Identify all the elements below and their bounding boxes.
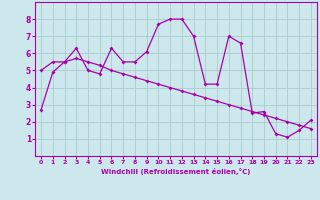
X-axis label: Windchill (Refroidissement éolien,°C): Windchill (Refroidissement éolien,°C) bbox=[101, 168, 251, 175]
